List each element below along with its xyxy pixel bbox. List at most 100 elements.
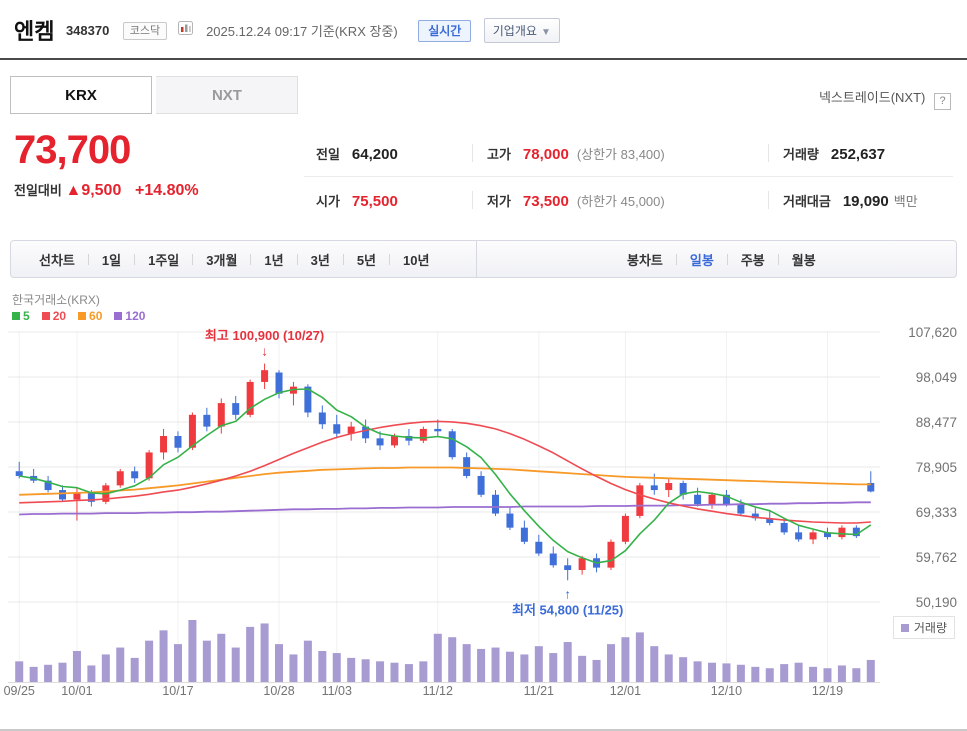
- period-item[interactable]: 5년: [356, 252, 377, 268]
- period-item[interactable]: 3개월: [206, 252, 238, 268]
- price-summary: 전일 64,200 고가 78,000 (상한가 83,400) 거래량 252…: [304, 130, 953, 223]
- line-chart-periods: 선차트 1일 1주일 3개월 1년 3년 5년 10년: [11, 241, 476, 277]
- legend-swatch: [41, 312, 50, 320]
- svg-text:12/19: 12/19: [812, 684, 843, 698]
- chart-source-label: 한국거래소(KRX): [12, 293, 100, 307]
- stock-code: 348370: [65, 22, 110, 38]
- low-annotation: 최저 54,800 (11/25): [512, 602, 623, 617]
- market-badge: 코스닥: [122, 22, 168, 40]
- high-cell: 고가 78,000 (상한가 83,400): [472, 144, 768, 163]
- trade-value-label: 거래대금: [783, 194, 831, 209]
- volume-label: 거래량: [783, 147, 819, 162]
- candle-chart-label[interactable]: 봉차트: [627, 252, 663, 268]
- separator: [389, 253, 391, 265]
- prev-close-label: 전일: [316, 147, 340, 162]
- chart-section: 107,620 98,049 88,477 78,905 69,333 59,762 50,…: [0, 286, 967, 731]
- svg-text:12/01: 12/01: [610, 684, 641, 698]
- header-divider: [0, 58, 967, 60]
- ma-legend: 5 20 60 120: [12, 309, 145, 323]
- volume-legend-swatch: [900, 623, 909, 632]
- open-cell: 시가 75,500: [304, 191, 472, 210]
- tab-krx[interactable]: KRX: [10, 76, 152, 114]
- svg-text:12/10: 12/10: [711, 684, 742, 698]
- svg-text:09/25: 09/25: [4, 684, 35, 698]
- svg-text:107,620: 107,620: [908, 325, 957, 340]
- up-arrow-icon: ▲: [65, 182, 82, 199]
- volume-legend: 거래량: [892, 616, 955, 639]
- period-item[interactable]: 1년: [264, 252, 284, 268]
- legend-label: 20: [52, 309, 67, 323]
- stock-name: 엔켐: [14, 19, 55, 44]
- low-cell: 저가 73,500 (하한가 45,000): [472, 191, 768, 210]
- current-price: 73,700: [14, 128, 131, 172]
- prev-close-value: 64,200: [351, 146, 398, 163]
- ma-legend-item: 120: [114, 309, 145, 323]
- separator: [250, 253, 252, 265]
- price-chart[interactable]: 107,620 98,049 88,477 78,905 69,333 59,762 50,…: [0, 286, 967, 729]
- legend-swatch: [12, 312, 20, 320]
- volume-cell: 거래량 252,637: [768, 144, 953, 163]
- legend-label: 120: [125, 309, 146, 323]
- company-overview-button[interactable]: 기업개요 ▼: [483, 17, 560, 43]
- open-label: 시가: [316, 194, 340, 209]
- mini-chart-icon[interactable]: [177, 20, 193, 40]
- period-item[interactable]: 3년: [310, 252, 330, 268]
- upper-limit-note: (상한가 83,400): [576, 147, 665, 162]
- period-item[interactable]: 1주일: [148, 252, 180, 268]
- summary-row: 시가 75,500 저가 73,500 (하한가 45,000) 거래대금 19…: [304, 176, 953, 223]
- separator: [134, 253, 136, 265]
- svg-text:10/01: 10/01: [61, 684, 92, 698]
- separator: [726, 253, 728, 265]
- separator: [192, 253, 194, 265]
- high-label: 고가: [487, 147, 511, 162]
- svg-text:11/21: 11/21: [524, 684, 554, 698]
- legend-swatch: [114, 312, 123, 320]
- change-percent: +14.80%: [134, 182, 199, 199]
- chart-toolbar: 선차트 1일 1주일 3개월 1년 3년 5년 10년 봉차트 일봉 주봉 월봉: [10, 240, 957, 278]
- ma120-line: [19, 501, 871, 516]
- candle-period-item[interactable]: 월봉: [791, 252, 816, 268]
- legend-label: 60: [89, 309, 103, 323]
- separator: [296, 253, 298, 265]
- stock-header: 엔켐 348370 코스닥 2025.12.24 09:17 기준(KRX 장중…: [0, 0, 967, 50]
- svg-text:78,905: 78,905: [916, 460, 957, 475]
- trade-value-unit: 백만: [893, 194, 918, 209]
- volume-bars: [15, 620, 875, 682]
- help-icon[interactable]: ?: [934, 93, 951, 110]
- separator: [675, 253, 677, 265]
- svg-text:69,333: 69,333: [916, 505, 957, 520]
- tab-nxt[interactable]: NXT: [156, 76, 299, 114]
- svg-text:50,190: 50,190: [916, 595, 957, 610]
- period-item[interactable]: 1일: [101, 252, 122, 268]
- separator: [87, 253, 89, 265]
- lower-limit-note: (하한가 45,000): [576, 194, 665, 209]
- summary-row: 전일 64,200 고가 78,000 (상한가 83,400) 거래량 252…: [304, 130, 953, 176]
- candle-period-item[interactable]: 주봉: [740, 252, 765, 268]
- ma5-line: [19, 388, 872, 564]
- svg-text:98,049: 98,049: [916, 370, 957, 385]
- open-value: 75,500: [351, 193, 398, 210]
- ma-legend-item: 60: [78, 309, 102, 323]
- arrow-down-icon: ↓: [261, 344, 268, 359]
- svg-text:11/12: 11/12: [423, 684, 453, 698]
- trade-value: 19,090: [842, 193, 889, 210]
- nextrade-info: 넥스트레이드(NXT) ?: [819, 87, 951, 110]
- realtime-badge[interactable]: 실시간: [418, 19, 472, 42]
- nextrade-label: 넥스트레이드(NXT): [818, 90, 926, 105]
- period-item[interactable]: 10년: [403, 252, 430, 268]
- company-overview-label: 기업개요: [492, 23, 537, 38]
- high-value: 78,000: [522, 146, 569, 163]
- line-chart-label[interactable]: 선차트: [39, 252, 75, 268]
- ma60-line: [19, 466, 871, 496]
- svg-text:88,477: 88,477: [916, 415, 957, 430]
- svg-text:59,762: 59,762: [916, 550, 957, 565]
- trade-value-cell: 거래대금 19,090 백만: [768, 191, 953, 210]
- market-tabs: KRX NXT 넥스트레이드(NXT) ?: [10, 76, 967, 116]
- candlesticks: [15, 363, 875, 581]
- candle-period-item[interactable]: 일봉: [689, 252, 714, 268]
- svg-text:11/03: 11/03: [322, 684, 352, 698]
- price-change-row: 전일대비 ▲9,500 +14.80%: [14, 180, 953, 200]
- volume-legend-label: 거래량: [913, 621, 947, 635]
- high-annotation: 최고 100,900 (10/27): [205, 328, 324, 343]
- low-value: 73,500: [522, 193, 569, 210]
